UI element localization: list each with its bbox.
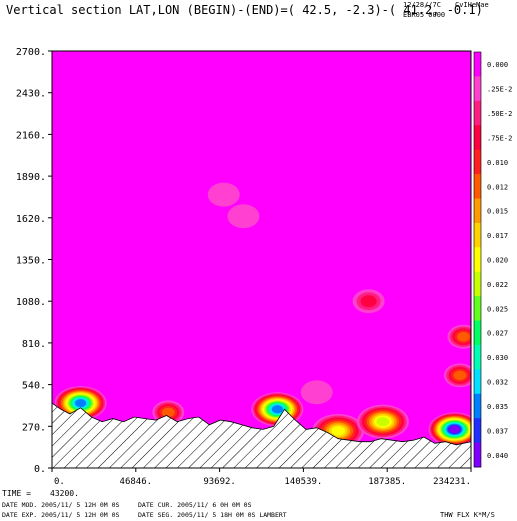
colorbar-swatch xyxy=(474,149,481,175)
contour-feature xyxy=(207,182,240,207)
contour-band xyxy=(207,182,240,207)
colorbar-label: 0.035 xyxy=(487,403,508,411)
colorbar-swatch xyxy=(474,100,481,126)
chart-title: Vertical section LAT,LON (BEGIN)-(END)=(… xyxy=(6,3,483,17)
time-label: TIME = xyxy=(2,489,31,498)
colorbar-label: 0.017 xyxy=(487,232,508,240)
colorbar-swatch xyxy=(474,76,481,102)
y-tick-label: 1620. xyxy=(16,214,46,225)
y-axis: 0. 270. 540. 810. 1080. 1350. 1620. 1890. 2160. 2… xyxy=(16,47,52,475)
colorbar-label: 0.032 xyxy=(487,379,508,387)
contour-feature xyxy=(447,324,471,349)
y-tick-label: 0. xyxy=(34,464,46,475)
x-tick-label: 234231. xyxy=(433,477,471,487)
contour-band xyxy=(227,204,260,229)
colorbar-label: 0.000 xyxy=(487,61,508,69)
contour-band xyxy=(376,417,390,427)
y-tick-label: 2430. xyxy=(16,89,46,100)
colorbar-swatch xyxy=(474,296,481,322)
colorbar-label: .25E-2 xyxy=(487,86,512,94)
colorbar-label: 0.040 xyxy=(487,452,508,460)
header-run: EBR05 0000 xyxy=(403,11,445,19)
y-tick-label: 1080. xyxy=(16,297,46,308)
header-user: CvIHeMae xyxy=(455,1,489,9)
x-tick-label: 187385. xyxy=(368,477,406,487)
contour-feature xyxy=(443,363,471,388)
date-cur: DATE CUR. 2005/11/ 6 0H 0M 0S xyxy=(138,501,252,509)
contour-band xyxy=(75,399,87,408)
colorbar-swatch xyxy=(474,271,481,297)
contour-feature xyxy=(352,289,385,314)
plot-area xyxy=(51,50,472,469)
colorbar-label: 0.010 xyxy=(487,159,508,167)
colorbar-swatch xyxy=(474,369,481,395)
contour-feature xyxy=(428,412,471,447)
date-seg: DATE SEG. 2005/11/ 5 18H 0M 0S LAMBERT xyxy=(138,511,287,519)
header-date: 12/28//7C xyxy=(403,1,441,9)
colorbar-swatch xyxy=(474,174,481,199)
colorbar-swatch xyxy=(474,442,481,468)
x-tick-label: 0. xyxy=(54,477,65,487)
colorbar-label: 0.015 xyxy=(487,208,508,216)
colorbar-label: 0.012 xyxy=(487,183,508,191)
colorbar-swatch xyxy=(474,418,481,444)
contour-feature xyxy=(54,386,107,421)
contour-band xyxy=(331,426,345,436)
contour-feature xyxy=(152,400,185,425)
contour-feature xyxy=(300,380,333,405)
y-tick-label: 270. xyxy=(22,422,46,433)
y-tick-label: 1350. xyxy=(16,256,46,267)
colorbar-label: 0.025 xyxy=(487,305,508,313)
colorbar-label: .50E-2 xyxy=(487,110,512,118)
y-tick-label: 2160. xyxy=(16,130,46,141)
contour-band xyxy=(300,380,333,405)
colorbar: 0.000 .25E-2 .50E-2 .75E-2 0.010 0.012 0.015 0.… xyxy=(473,51,512,468)
x-tick-label: 140539. xyxy=(284,477,322,487)
colorbar-swatch xyxy=(474,52,481,77)
x-tick-label: 93692. xyxy=(203,477,236,487)
contour-band xyxy=(449,425,460,434)
colorbar-label: 0.027 xyxy=(487,330,508,338)
time-value: 43200. xyxy=(50,489,79,498)
colorbar-label: 0.022 xyxy=(487,281,508,289)
colorbar-label: .75E-2 xyxy=(487,134,512,142)
contour-band xyxy=(360,295,377,308)
y-tick-label: 1890. xyxy=(16,172,46,183)
date-mod: DATE MOD. 2005/11/ 5 12H 0M 0S xyxy=(2,501,119,509)
colorbar-swatch xyxy=(474,198,481,224)
colorbar-swatch xyxy=(474,125,481,151)
contour-band xyxy=(457,331,470,342)
contour-band xyxy=(271,405,283,414)
colorbar-label: 0.037 xyxy=(487,427,508,435)
colorbar-swatch xyxy=(474,393,481,419)
date-exp: DATE EXP. 2005/11/ 5 12H 0M 0S xyxy=(2,511,119,519)
x-axis: 0. 46846. 93692. 140539. 187385. 234231. xyxy=(51,468,472,487)
colorbar-label: 0.020 xyxy=(487,257,508,265)
contour-band xyxy=(453,370,467,381)
contour-band xyxy=(161,407,175,418)
colorbar-swatch xyxy=(474,247,481,273)
colorbar-frame xyxy=(473,51,482,468)
contour-feature xyxy=(356,404,409,439)
y-tick-label: 2700. xyxy=(16,47,46,58)
terrain xyxy=(52,402,471,468)
field-name: THW FLX K*M/S xyxy=(440,511,495,519)
colorbar-swatch xyxy=(474,222,481,248)
y-tick-label: 810. xyxy=(22,339,46,350)
colorbar-swatch xyxy=(474,320,481,346)
y-tick-label: 540. xyxy=(22,381,46,392)
x-tick-label: 46846. xyxy=(120,477,153,487)
colorbar-swatch xyxy=(474,344,481,370)
colorbar-label: 0.030 xyxy=(487,354,508,362)
contour-feature xyxy=(227,204,260,229)
